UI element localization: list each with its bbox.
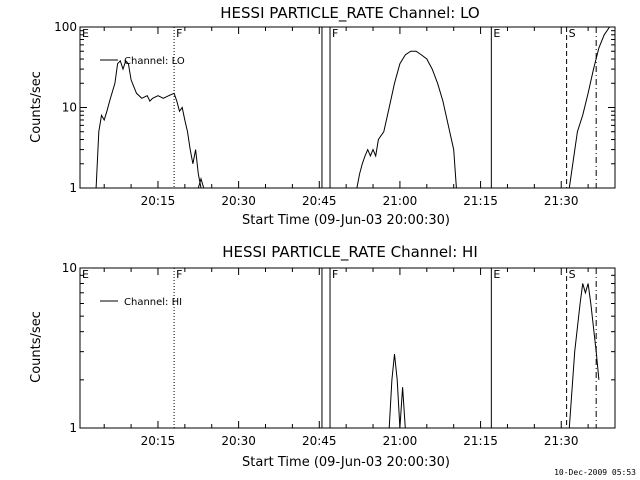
lo-x-tick-label: 20:15: [141, 194, 176, 208]
lo-event-marker-label: S: [569, 27, 576, 40]
hi-event-marker-label: E: [82, 268, 89, 281]
lo-event-marker-label: F: [332, 27, 338, 40]
lo-series-line: [356, 50, 457, 189]
hi-event-marker-label: E: [493, 268, 500, 281]
hi-event-marker-label: F: [332, 268, 338, 281]
hi-x-tick-label: 20:15: [141, 434, 176, 448]
hi-chart-title: HESSI PARTICLE_RATE Channel: HI: [222, 243, 478, 262]
lo-event-marker-label: F: [176, 27, 182, 40]
hi-y-tick-label: 1: [69, 421, 77, 435]
hi-x-tick-label: 20:45: [302, 434, 337, 448]
hi-y-axis-label: Counts/sec: [29, 311, 44, 383]
lo-channel-panel: HESSI PARTICLE_RATE Channel: LO Start Ti…: [29, 4, 616, 228]
lo-series-line: [95, 59, 202, 189]
hi-x-tick-label: 21:30: [544, 434, 579, 448]
lo-x-tick-label: 20:30: [221, 194, 256, 208]
lo-series-line: [197, 177, 205, 189]
hi-y-tick-label: 10: [62, 261, 77, 275]
hi-event-marker-label: S: [569, 268, 576, 281]
hi-plot-frame: [79, 267, 616, 429]
lo-x-tick-label: 21:30: [544, 194, 579, 208]
lo-chart-title: HESSI PARTICLE_RATE Channel: LO: [220, 4, 479, 23]
lo-x-tick-label: 21:00: [383, 194, 418, 208]
hi-channel-panel: HESSI PARTICLE_RATE Channel: HI Start Ti…: [29, 243, 616, 470]
lo-x-tick-label: 21:15: [463, 194, 498, 208]
lo-event-marker-label: E: [493, 27, 500, 40]
lo-y-tick-label: 100: [54, 20, 77, 34]
hi-series-line: [568, 283, 600, 429]
hi-x-tick-label: 21:15: [463, 434, 498, 448]
lo-series-line: [568, 26, 611, 189]
lo-y-tick-label: 1: [69, 181, 77, 195]
lo-legend-label: Channel: LO: [124, 56, 185, 67]
hi-x-tick-label: 20:30: [221, 434, 256, 448]
lo-plot-frame: [79, 26, 616, 189]
generation-timestamp: 10-Dec-2009 05:53: [554, 468, 636, 477]
lo-y-axis-label: Counts/sec: [29, 71, 44, 143]
lo-y-tick-label: 10: [62, 101, 77, 115]
lo-x-tick-label: 20:45: [302, 194, 337, 208]
lo-x-axis-label: Start Time (09-Jun-03 20:00:30): [242, 213, 450, 228]
hi-event-marker-label: F: [176, 268, 182, 281]
hi-series-line: [388, 353, 401, 429]
hi-x-tick-label: 21:00: [383, 434, 418, 448]
lo-event-marker-label: E: [82, 27, 89, 40]
hi-series-line: [399, 387, 406, 429]
hi-legend-label: Channel: HI: [124, 297, 182, 308]
hi-x-axis-label: Start Time (09-Jun-03 20:00:30): [242, 455, 450, 470]
